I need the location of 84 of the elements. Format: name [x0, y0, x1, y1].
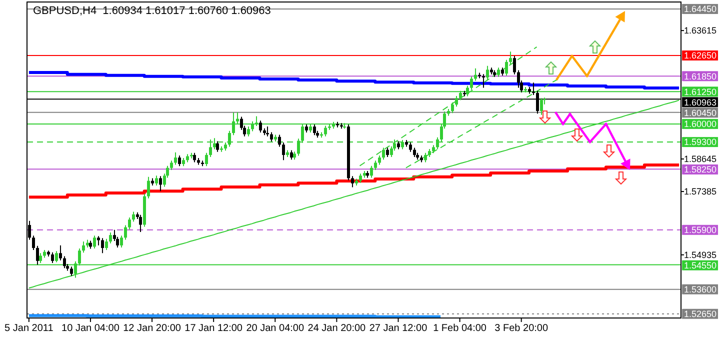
ref-line-label: 1.62650 — [684, 50, 717, 61]
candlestick — [486, 65, 489, 80]
candlestick — [540, 98, 543, 116]
candlestick — [482, 74, 485, 88]
candlestick — [424, 152, 427, 163]
candlestick — [282, 142, 285, 161]
candlestick — [497, 67, 500, 78]
ref-line-label: 1.54550 — [684, 260, 717, 270]
candlestick — [290, 150, 293, 160]
ref-line-label: 1.64450 — [684, 4, 717, 14]
candlestick — [313, 124, 316, 136]
x-tick-label: 10 Jan 04:00 — [62, 323, 120, 334]
candlestick — [216, 140, 219, 152]
x-tick-label: 5 Jan 2011 — [4, 323, 54, 334]
candlestick — [159, 176, 162, 192]
x-tick-label: 17 Jan 12:00 — [184, 323, 243, 334]
ref-line-label: 1.52650 — [684, 309, 717, 320]
y-tick-label: 1.54935 — [684, 250, 717, 260]
candlestick — [517, 70, 520, 88]
candlestick — [55, 250, 58, 263]
ref-line-label: 1.58250 — [684, 164, 717, 175]
candlestick — [205, 152, 208, 167]
x-tick-label: 12 Jan 20:00 — [123, 323, 182, 334]
x-tick-label: 24 Jan 20:00 — [308, 323, 366, 334]
candlestick — [63, 256, 66, 269]
ref-line-label: 1.59300 — [684, 137, 717, 148]
ref-line-label: 1.60963 — [684, 97, 717, 108]
candlestick — [128, 216, 131, 230]
candlestick — [59, 244, 62, 261]
candlestick — [451, 102, 454, 114]
candlestick — [359, 173, 362, 184]
ref-line-label: 1.61850 — [684, 71, 717, 82]
candlestick — [124, 224, 127, 240]
candlestick — [509, 51, 512, 65]
y-tick-label: 1.57385 — [684, 186, 717, 197]
candlestick — [139, 214, 142, 232]
candlestick — [378, 154, 381, 166]
candlestick — [532, 82, 535, 96]
ref-line-label: 1.60450 — [684, 108, 717, 118]
candlestick — [374, 160, 377, 170]
x-tick-label: 1 Feb 04:00 — [433, 323, 487, 334]
candlestick — [109, 232, 112, 244]
line-series — [28, 100, 680, 289]
candlestick — [193, 152, 196, 163]
candlestick — [351, 176, 354, 188]
candlestick — [505, 59, 508, 76]
candlestick — [259, 120, 262, 133]
ref-line-label: 1.61250 — [684, 86, 717, 97]
candlestick — [247, 126, 250, 137]
candlestick — [455, 96, 458, 108]
candlestick — [178, 154, 181, 167]
chart-title: GBPUSD,H4 1.60934 1.61017 1.60760 1.60963 — [33, 5, 271, 17]
candlestick — [132, 211, 135, 222]
y-tick-label: 1.58645 — [684, 154, 717, 164]
candlestick — [70, 266, 73, 276]
candlestick — [170, 160, 173, 170]
candlestick — [513, 56, 516, 75]
candlestick — [82, 241, 85, 254]
candlestick — [266, 126, 269, 137]
ref-line-label: 1.60000 — [684, 119, 717, 130]
candlestick — [101, 238, 104, 254]
x-tick-label: 20 Jan 04:00 — [246, 323, 304, 334]
candlestick — [120, 235, 123, 248]
candlestick — [51, 252, 54, 264]
candlestick — [97, 236, 100, 246]
ref-line-label: 1.53600 — [684, 284, 717, 294]
candlestick — [386, 147, 389, 158]
candlestick — [382, 147, 385, 160]
ref-line-label: 1.55900 — [684, 225, 717, 236]
candlestick — [36, 245, 39, 266]
candlestick — [413, 147, 416, 158]
candlestick — [409, 142, 412, 152]
candlestick — [155, 175, 158, 186]
x-tick-label: 27 Jan 12:00 — [369, 323, 428, 334]
candlestick — [174, 152, 177, 166]
candlestick — [370, 165, 373, 178]
candlestick — [105, 238, 108, 251]
candlestick — [32, 235, 35, 251]
candlestick — [93, 235, 96, 249]
candlestick — [270, 132, 273, 142]
candlestick — [147, 176, 150, 199]
x-tick-label: 3 Feb 20:00 — [494, 323, 548, 334]
y-tick-label: 1.63615 — [684, 26, 717, 36]
candlestick — [278, 134, 281, 148]
